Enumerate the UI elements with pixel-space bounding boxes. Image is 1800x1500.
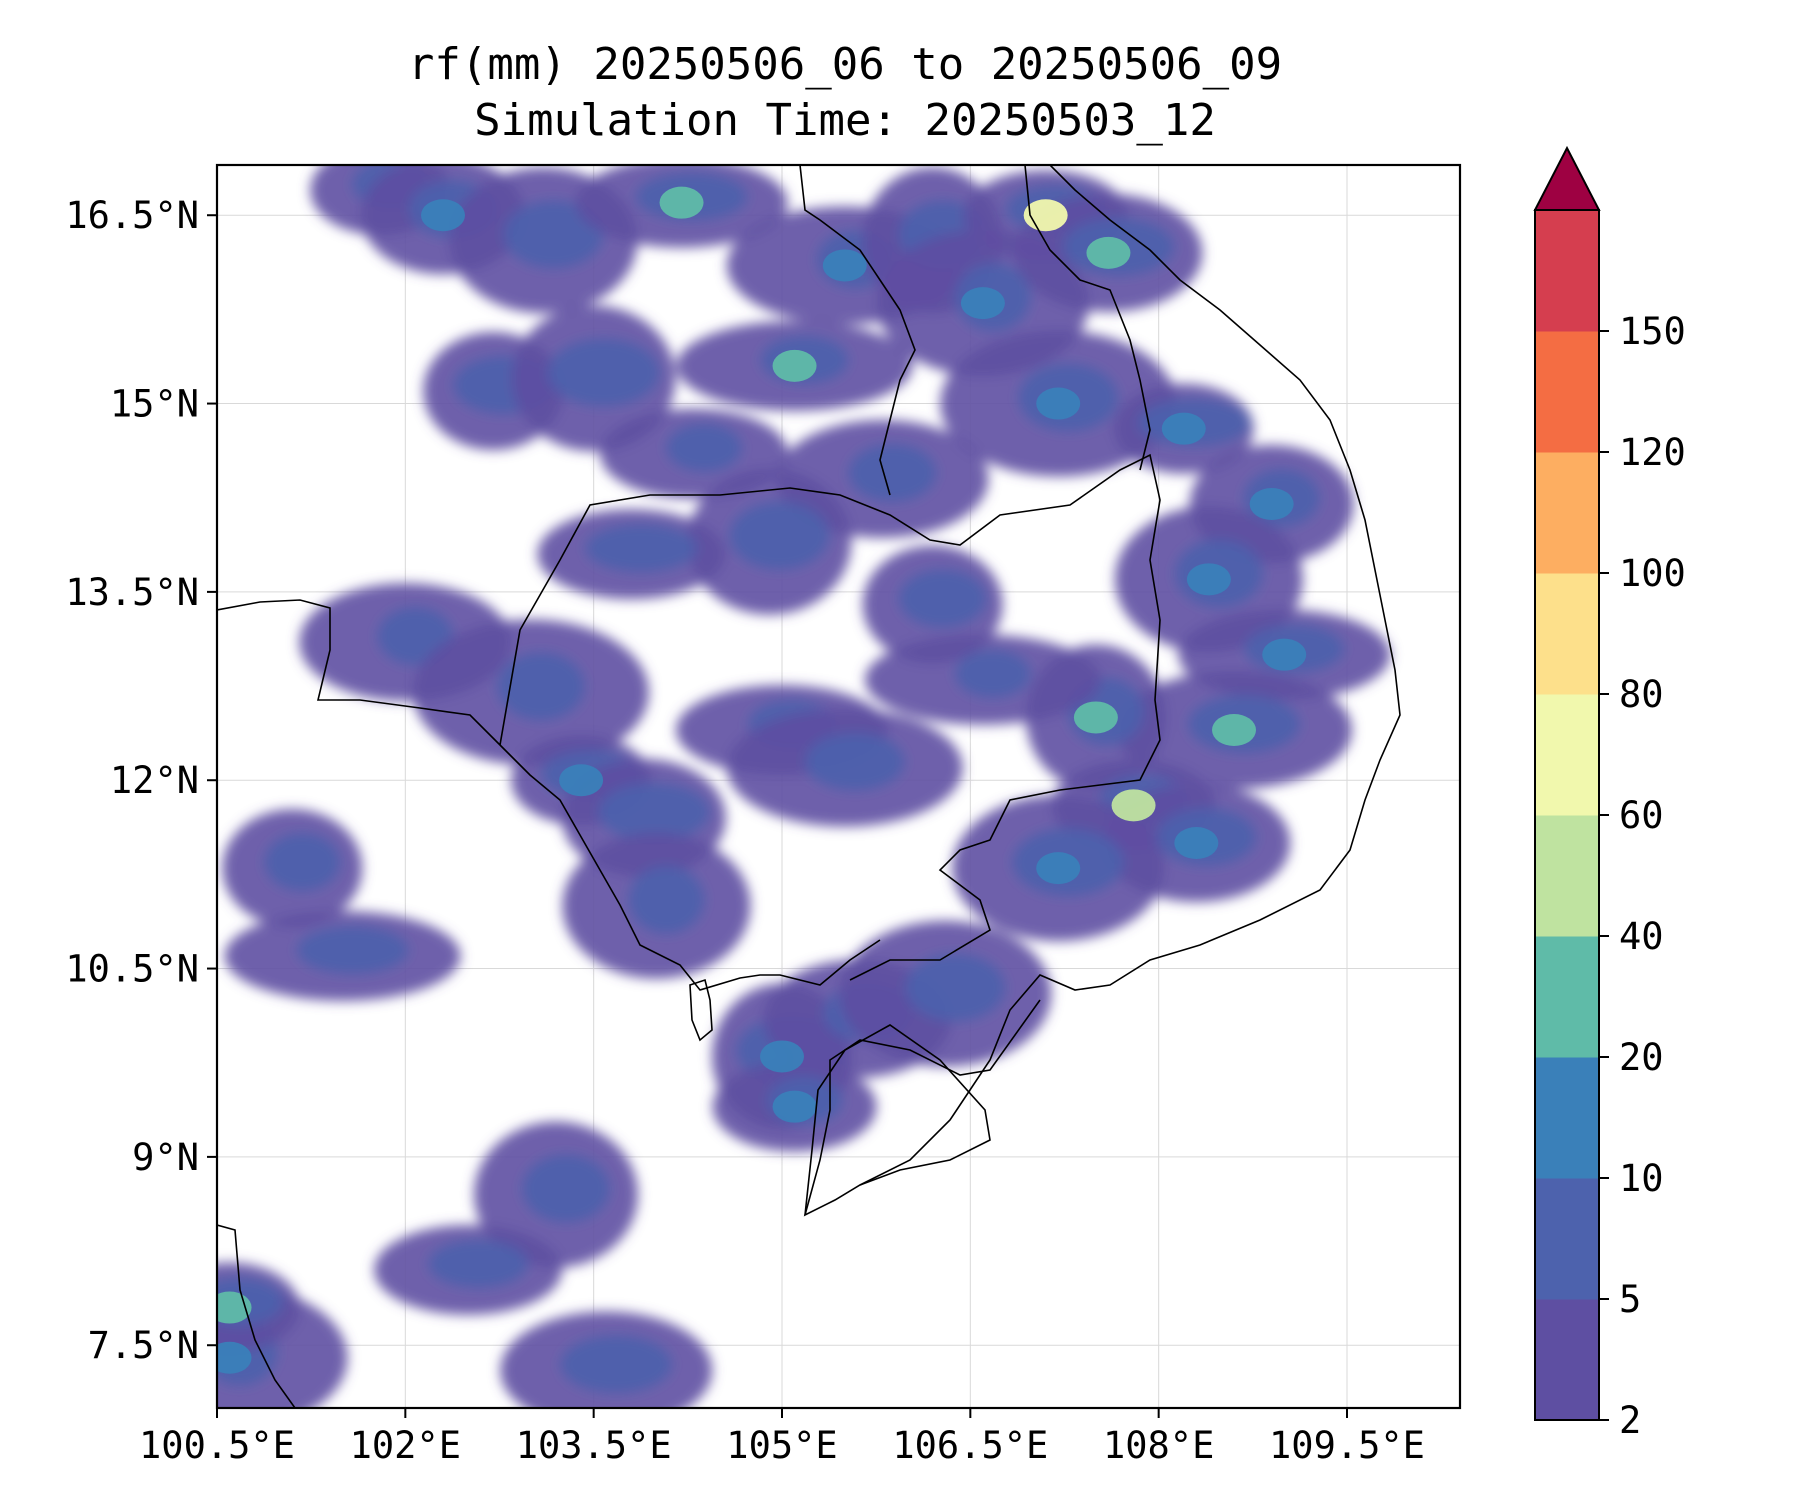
colorbar-tick-label: 150 [1619, 310, 1686, 353]
lon-tick-label: 100.5°E [139, 1424, 295, 1467]
laos-thailand-border [799, 165, 916, 496]
colorbar-tick-label: 120 [1619, 431, 1686, 474]
colorbar-segment-6 [1535, 573, 1599, 695]
colorbar-segment-3 [1535, 936, 1599, 1058]
rain-cell-mid [848, 443, 937, 502]
colorbar-segment-2 [1535, 1057, 1599, 1179]
lat-tick-label: 15°N [110, 383, 199, 426]
map-frame [215, 163, 1462, 1410]
colorbar-segment-7 [1535, 452, 1599, 574]
colorbar-tick-label: 60 [1619, 794, 1664, 837]
phu-quoc-island [689, 978, 713, 1042]
rain-cell-mid [804, 732, 905, 791]
lat-tick-label: 7.5°N [88, 1324, 199, 1367]
map-subtitle: Simulation Time: 20250503_12 [474, 95, 1216, 146]
rain-cell-core [772, 349, 817, 382]
map-title: rf(mm) 20250506_06 to 20250506_09 [407, 39, 1283, 90]
rain-cell-core [760, 1040, 804, 1073]
rain-cell-core [1249, 488, 1294, 520]
lon-tick-label: 109.5°E [1269, 1424, 1425, 1467]
rain-cell-core [1086, 236, 1131, 269]
rain-cell-mid [729, 501, 830, 570]
rain-cell-mid [522, 1154, 610, 1223]
rain-cell-mid [597, 782, 710, 841]
rainfall-contours [217, 165, 1391, 1408]
colorbar-tick-label: 10 [1619, 1157, 1664, 1200]
colorbar-segment-4 [1535, 815, 1599, 937]
rain-cell-mid [503, 200, 604, 269]
colorbar-segment-1 [1535, 1178, 1599, 1300]
lon-tick-label: 105°E [726, 1424, 837, 1467]
rain-cell-core [772, 1090, 817, 1123]
rain-intensity-layer [217, 186, 1307, 1374]
rain-cell-mid [296, 926, 409, 974]
coastlines-and-borders [217, 165, 1401, 1408]
rain-cell-core [421, 199, 465, 232]
rain-cell-mid [666, 423, 743, 472]
colorbar-tick-label: 20 [1619, 1036, 1664, 1079]
rain-cell-core [1212, 714, 1256, 746]
rain-cell-mid [428, 1239, 529, 1288]
colorbar-segment-5 [1535, 694, 1599, 816]
rain-cell-core [659, 186, 704, 219]
colorbar-tick-label: 5 [1619, 1278, 1641, 1321]
lon-tick-label: 103.5°E [516, 1424, 672, 1467]
gulf-of-thailand-coast [217, 599, 881, 991]
rain-cell-mid [898, 569, 987, 628]
colorbar: 2 5 10 20 40 60 80 100 120 150 [1533, 145, 1686, 1442]
rain-cell-core [1186, 563, 1231, 596]
colorbar-tick-label: 80 [1619, 673, 1664, 716]
rain-cell-mid [905, 953, 1006, 1022]
mekong-delta-outline [804, 1024, 991, 1216]
colorbar-segment-9 [1535, 210, 1599, 332]
lon-tick-label: 106.5°E [892, 1424, 1048, 1467]
longitude-axis: 100.5°E 102°E 103.5°E 105°E 106.5°E 108°E 109.… [139, 1408, 1425, 1467]
latitude-axis: 16.5°N 15°N 13.5°N 12°N 10.5°N 9°N 7.5°N [65, 194, 217, 1367]
rain-cell-core [1262, 638, 1307, 671]
malay-peninsula-coast [217, 1224, 296, 1408]
lon-tick-label: 102°E [350, 1424, 461, 1467]
lat-tick-label: 16.5°N [65, 194, 199, 237]
rain-cell-core [1036, 387, 1081, 420]
lat-tick-label: 12°N [110, 759, 199, 802]
rain-cell-core [1036, 852, 1081, 885]
rain-cell-mid [954, 649, 1031, 698]
rain-cell-mid [585, 524, 698, 573]
rain-cell-core [1174, 827, 1219, 859]
rain-cell-mid [547, 338, 660, 407]
rain-cell-core [1073, 701, 1118, 734]
cambodia-border [499, 453, 1161, 981]
map-area: 100.5°E 102°E 103.5°E 105°E 106.5°E 108°E 109.… [65, 163, 1462, 1467]
vietnam-coastline [803, 165, 1401, 1217]
rain-base-layer [217, 165, 1391, 1408]
colorbar-tick-label: 2 [1619, 1399, 1641, 1442]
lat-tick-label: 9°N [132, 1136, 199, 1179]
rain-cell-core [217, 1341, 252, 1374]
rain-cell-core [1111, 789, 1156, 822]
rain-cell-core [960, 287, 1005, 320]
rain-cell-mid [560, 1335, 673, 1394]
lon-tick-label: 108°E [1103, 1424, 1214, 1467]
colorbar-segment-0 [1535, 1299, 1599, 1421]
colorbar-extend-arrow [1533, 145, 1601, 211]
colorbar-tick-label: 100 [1619, 552, 1686, 595]
rain-cell-core [822, 249, 867, 282]
lat-tick-label: 13.5°N [65, 571, 199, 614]
lat-tick-label: 10.5°N [65, 948, 199, 991]
rain-cell-core [1161, 412, 1206, 445]
laos-vietnam-border [1024, 165, 1151, 471]
colorbar-tick-label: 40 [1619, 915, 1664, 958]
rain-cell-core [559, 764, 604, 797]
rain-cell-mid [264, 833, 341, 892]
rain-cell-mid [628, 865, 705, 934]
rain-cell-mid [496, 652, 585, 721]
colorbar-segment-8 [1535, 331, 1599, 453]
